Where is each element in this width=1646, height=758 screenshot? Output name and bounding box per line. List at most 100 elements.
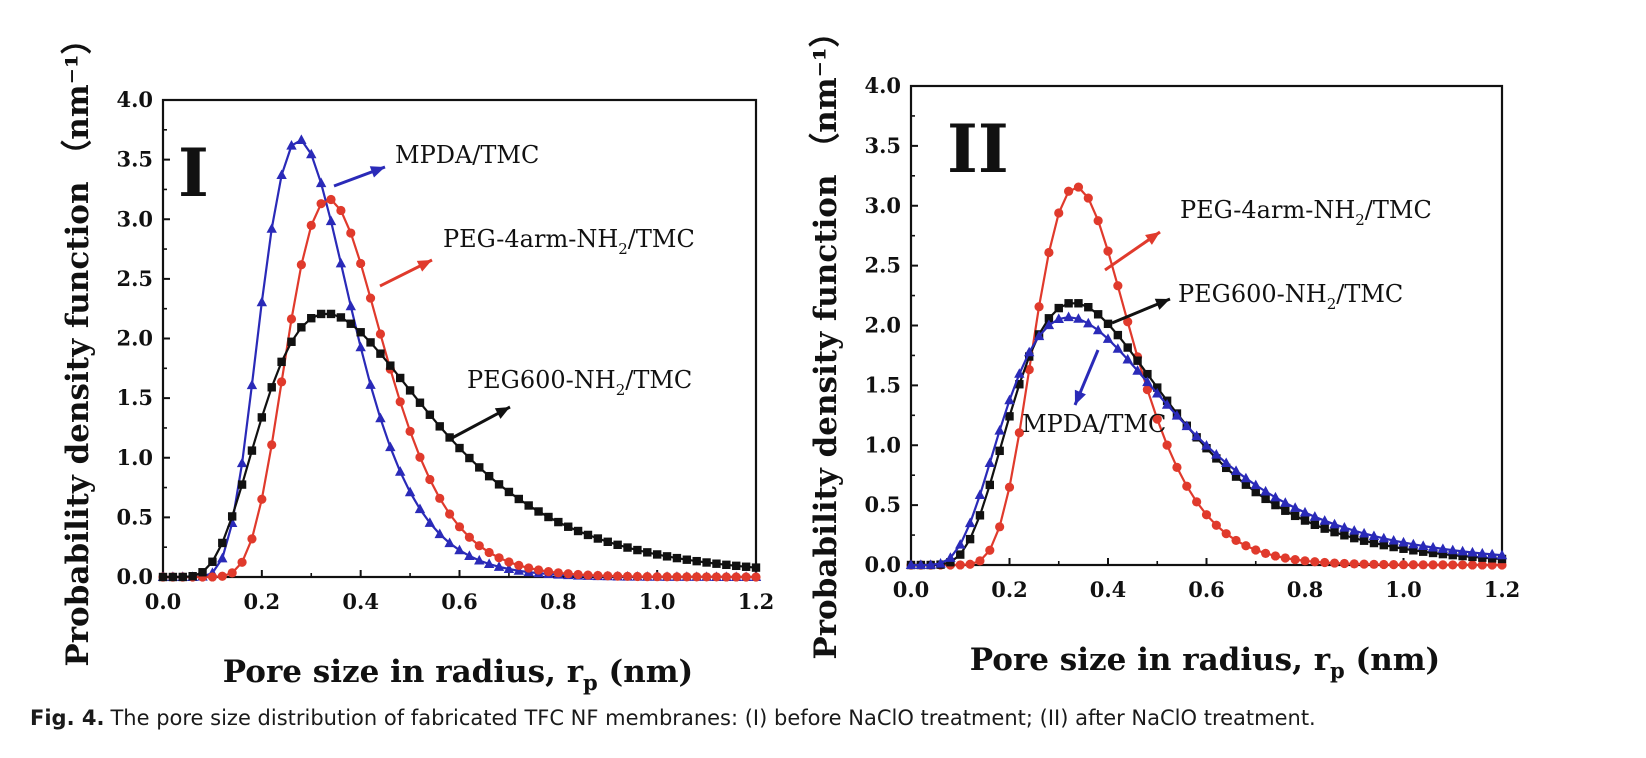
data-point-39 [1289,502,1301,512]
data-point-54 [1438,549,1448,559]
series-label: PEG-4arm-NH2/TMC [1180,196,1432,229]
data-point-9 [994,425,1005,435]
data-point-53 [1428,560,1438,570]
data-point-43 [583,570,593,580]
data-point-20 [355,341,366,352]
data-point-19 [345,300,356,311]
data-point-55 [701,572,712,582]
data-point-41 [1309,511,1321,521]
data-point-11 [266,223,277,233]
data-point-17 [1073,313,1084,323]
data-point-19 [346,319,355,328]
data-point-38 [1281,506,1290,515]
data-point-39 [543,566,554,577]
annotation-arrow-head [494,407,510,419]
data-point-48 [1378,532,1389,543]
data-point-38 [533,565,544,575]
data-point-14 [297,323,306,332]
data-point-0 [158,572,168,582]
data-point-14 [1044,314,1054,323]
series-label-tail: /TMC [1365,196,1432,224]
data-point-57 [1468,552,1477,562]
data-point-43 [1329,558,1340,568]
data-point-48 [632,571,643,582]
data-point-36 [514,560,524,570]
data-point-20 [1103,319,1113,329]
data-point-60 [1496,549,1508,560]
data-point-39 [544,512,553,522]
x-tick-label: 0.6 [1188,577,1225,602]
data-point-21 [366,338,375,347]
data-point-38 [1280,497,1291,507]
data-point-32 [1221,529,1231,539]
data-point-25 [405,386,415,395]
data-point-45 [1349,525,1360,535]
data-point-57 [721,572,731,582]
data-point-14 [296,260,306,270]
data-point-52 [1419,547,1428,556]
data-point-51 [1408,560,1418,570]
data-point-26 [414,503,426,514]
data-point-10 [1004,394,1015,405]
data-point-27 [424,517,436,527]
data-point-50 [1398,536,1409,547]
data-point-24 [1143,369,1152,379]
data-point-37 [1270,551,1281,561]
data-point-11 [267,383,276,392]
series-peg600-nh2-tmc: PEG600-NH2/TMC [158,309,761,582]
x-tick-label: 0.6 [441,589,478,614]
data-point-3 [935,558,946,568]
data-point-6 [217,571,227,581]
data-point-30 [1201,440,1212,450]
panel-label: II [947,110,1009,188]
data-point-54 [692,556,701,566]
data-point-20 [1102,333,1114,343]
data-point-22 [376,349,385,358]
data-point-37 [524,563,534,573]
data-point-11 [1014,368,1025,378]
data-point-50 [1399,544,1408,553]
data-point-43 [583,530,593,540]
data-point-10 [257,494,267,504]
data-point-31 [465,453,474,463]
data-point-13 [286,314,297,324]
data-point-29 [444,537,455,548]
data-point-11 [1014,428,1024,438]
y-tick-label: 1.0 [864,432,901,457]
data-point-38 [534,507,543,516]
data-point-9 [246,379,258,390]
data-point-3 [188,572,197,581]
data-point-49 [1389,542,1398,552]
x-tick-label: 0.0 [145,589,182,614]
data-point-35 [1251,487,1260,497]
data-point-36 [1261,548,1271,558]
data-point-13 [1034,302,1044,312]
data-point-8 [985,480,994,490]
x-tick-label: 0.4 [1090,577,1127,602]
data-point-25 [1153,383,1162,392]
data-point-28 [435,493,445,503]
data-point-23 [1132,365,1143,375]
data-point-10 [1004,482,1015,492]
data-point-9 [247,534,257,544]
data-point-35 [503,563,515,574]
data-point-14 [296,134,307,145]
data-point-36 [1261,494,1270,504]
data-point-46 [1358,527,1370,538]
x-axis-title-suffix: (nm) [598,654,693,690]
data-point-41 [1310,520,1320,529]
data-point-51 [662,572,672,582]
data-point-6 [964,517,976,528]
data-point-16 [1064,186,1074,196]
data-point-13 [1033,330,1045,341]
data-point-47 [1369,538,1379,548]
y-tick-label: 1.0 [116,445,153,470]
data-point-27 [1172,462,1182,473]
data-point-45 [603,571,613,581]
data-point-34 [1241,541,1251,551]
series-peg-4arm-nh2-tmc: PEG-4arm-NH2/TMC [906,182,1507,570]
data-point-56 [1458,560,1468,570]
data-point-31 [1211,449,1222,459]
data-point-30 [454,522,465,532]
data-point-17 [325,215,337,226]
